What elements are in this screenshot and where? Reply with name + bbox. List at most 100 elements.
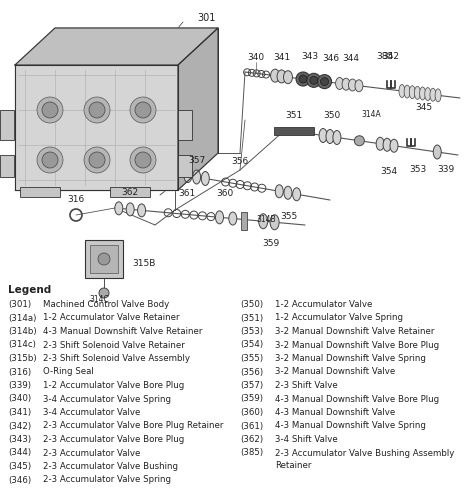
- Circle shape: [42, 152, 58, 168]
- Text: 3-2 Manual Downshift Valve Bore Plug: 3-2 Manual Downshift Valve Bore Plug: [275, 340, 439, 349]
- Text: 346: 346: [322, 54, 339, 62]
- Polygon shape: [15, 65, 178, 190]
- Text: 2-3 Shift Valve: 2-3 Shift Valve: [275, 381, 338, 390]
- Ellipse shape: [283, 71, 292, 84]
- Circle shape: [310, 76, 318, 84]
- Text: 3-4 Shift Valve: 3-4 Shift Valve: [275, 435, 338, 444]
- Text: (314c): (314c): [8, 340, 36, 349]
- Bar: [0, 155, 14, 177]
- Polygon shape: [178, 28, 218, 190]
- Text: 341: 341: [273, 53, 290, 62]
- Text: 351: 351: [285, 111, 302, 120]
- Ellipse shape: [383, 138, 391, 151]
- Text: 359: 359: [262, 239, 280, 248]
- Text: 2-3 Accumulator Valve Bushing Assembly: 2-3 Accumulator Valve Bushing Assembly: [275, 449, 455, 458]
- Text: (346): (346): [8, 475, 31, 485]
- Text: (350): (350): [240, 300, 263, 309]
- Bar: [20, 187, 60, 197]
- Text: (301): (301): [8, 300, 31, 309]
- Text: 1-2 Accumulator Valve: 1-2 Accumulator Valve: [275, 300, 373, 309]
- Ellipse shape: [348, 79, 356, 91]
- Ellipse shape: [414, 87, 420, 99]
- Text: 354: 354: [380, 167, 397, 176]
- Text: (344): (344): [8, 449, 31, 458]
- Ellipse shape: [390, 139, 398, 152]
- Text: 4-3 Manual Downshift Valve Retainer: 4-3 Manual Downshift Valve Retainer: [43, 327, 202, 336]
- Text: (341): (341): [8, 408, 31, 417]
- Ellipse shape: [376, 137, 384, 150]
- Ellipse shape: [192, 170, 201, 184]
- Circle shape: [130, 147, 156, 173]
- Text: 2-3 Accumulator Valve Bushing: 2-3 Accumulator Valve Bushing: [43, 462, 178, 471]
- Text: 357: 357: [188, 156, 205, 165]
- Text: 361: 361: [179, 188, 196, 198]
- Text: Machined Control Valve Body: Machined Control Valve Body: [43, 300, 169, 309]
- Ellipse shape: [419, 87, 426, 100]
- Text: (315b): (315b): [8, 354, 36, 363]
- Ellipse shape: [425, 88, 431, 100]
- Text: 343: 343: [301, 52, 318, 61]
- Ellipse shape: [435, 89, 441, 102]
- Ellipse shape: [184, 168, 192, 183]
- Text: 350: 350: [323, 111, 340, 121]
- Text: (353): (353): [240, 327, 263, 336]
- Ellipse shape: [137, 204, 146, 217]
- Ellipse shape: [216, 211, 224, 224]
- Ellipse shape: [115, 202, 123, 215]
- Text: (351): (351): [240, 313, 263, 322]
- Text: 355: 355: [281, 212, 298, 221]
- Text: (314b): (314b): [8, 327, 36, 336]
- Text: (316): (316): [8, 368, 31, 376]
- Text: (343): (343): [8, 435, 31, 444]
- Ellipse shape: [229, 212, 237, 225]
- Circle shape: [296, 72, 310, 86]
- Bar: [85, 240, 123, 278]
- Text: 301: 301: [197, 13, 215, 23]
- Text: 339: 339: [437, 165, 455, 174]
- Ellipse shape: [271, 69, 280, 82]
- Circle shape: [318, 75, 331, 89]
- Circle shape: [37, 97, 63, 123]
- Circle shape: [84, 147, 110, 173]
- Circle shape: [42, 102, 58, 118]
- Text: Retainer: Retainer: [275, 461, 311, 470]
- Ellipse shape: [284, 186, 292, 199]
- Text: 385: 385: [376, 53, 393, 62]
- Circle shape: [135, 102, 151, 118]
- Ellipse shape: [277, 70, 286, 83]
- Text: 4-3 Manual Downshift Valve Bore Plug: 4-3 Manual Downshift Valve Bore Plug: [275, 395, 439, 403]
- Text: (339): (339): [8, 381, 31, 390]
- Ellipse shape: [404, 85, 410, 98]
- Text: (354): (354): [240, 340, 263, 349]
- Bar: [178, 110, 192, 140]
- Text: (356): (356): [240, 368, 263, 376]
- Text: (362): (362): [240, 435, 263, 444]
- Text: 3-2 Manual Downshift Valve: 3-2 Manual Downshift Valve: [275, 368, 395, 376]
- Text: 356: 356: [231, 156, 249, 166]
- Text: (360): (360): [240, 408, 263, 417]
- Ellipse shape: [126, 203, 134, 216]
- Text: 345: 345: [415, 103, 432, 112]
- Text: (359): (359): [240, 395, 263, 403]
- Bar: [90, 245, 118, 273]
- Text: 2-3 Shift Solenoid Valve Retainer: 2-3 Shift Solenoid Valve Retainer: [43, 340, 185, 349]
- Bar: [178, 155, 192, 177]
- Ellipse shape: [319, 128, 327, 143]
- Ellipse shape: [355, 80, 363, 92]
- Text: 314A: 314A: [362, 110, 382, 119]
- Text: (361): (361): [240, 422, 263, 430]
- Circle shape: [307, 73, 321, 87]
- Ellipse shape: [409, 86, 415, 99]
- Ellipse shape: [275, 185, 283, 198]
- Text: 344: 344: [342, 54, 359, 63]
- Text: 3-4 Accumulator Valve Spring: 3-4 Accumulator Valve Spring: [43, 395, 171, 403]
- Circle shape: [355, 136, 365, 146]
- Circle shape: [37, 147, 63, 173]
- Text: 3-4 Accumulator Valve: 3-4 Accumulator Valve: [43, 408, 140, 417]
- Circle shape: [299, 75, 307, 83]
- Bar: [110, 187, 150, 197]
- Text: 353: 353: [410, 165, 427, 174]
- Bar: [0, 110, 14, 140]
- Text: (314a): (314a): [8, 313, 36, 322]
- Text: 316: 316: [67, 195, 85, 205]
